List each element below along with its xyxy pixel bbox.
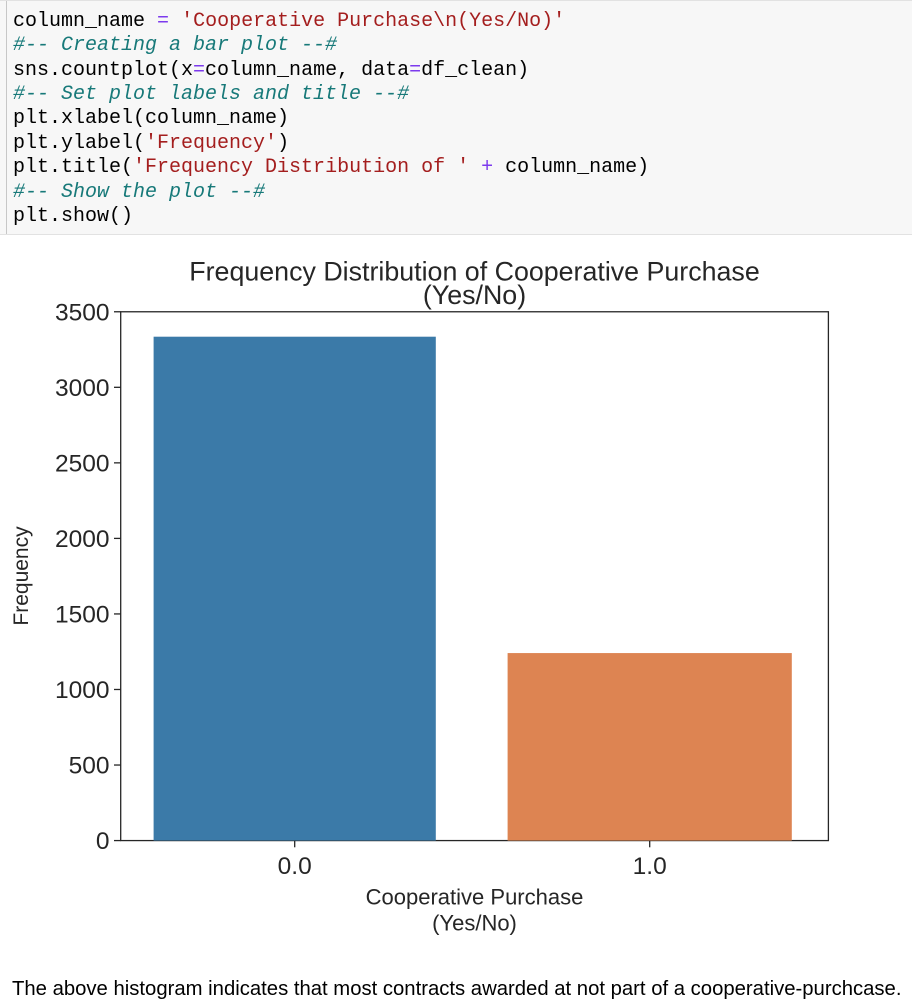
svg-text:0.0: 0.0	[278, 853, 312, 880]
svg-text:(Yes/No): (Yes/No)	[423, 280, 526, 310]
svg-text:2000: 2000	[55, 526, 110, 553]
svg-text:1.0: 1.0	[633, 853, 667, 880]
svg-text:1500: 1500	[55, 602, 110, 629]
svg-text:Cooperative Purchase: Cooperative Purchase	[366, 885, 584, 910]
svg-text:3500: 3500	[55, 300, 110, 327]
svg-text:3000: 3000	[55, 375, 110, 402]
svg-text:500: 500	[69, 753, 110, 780]
svg-text:(Yes/No): (Yes/No)	[432, 911, 517, 936]
svg-text:2500: 2500	[55, 451, 110, 478]
svg-text:0: 0	[96, 828, 110, 855]
svg-text:Frequency: Frequency	[10, 526, 33, 626]
svg-text:1000: 1000	[55, 677, 110, 704]
